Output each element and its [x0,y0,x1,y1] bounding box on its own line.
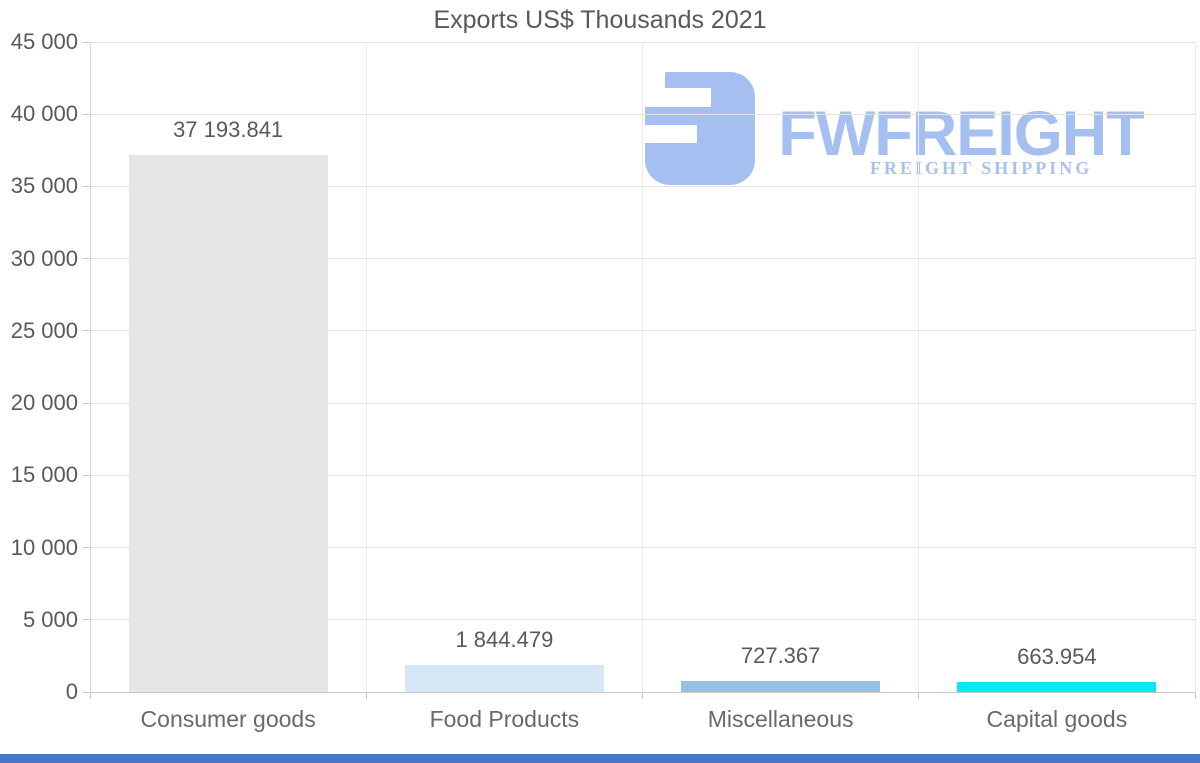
y-axis-tick [83,113,90,115]
bar-capital-goods [957,682,1157,692]
x-gridline [918,42,920,692]
value-label: 1 844.479 [455,627,554,653]
chart-title: Exports US$ Thousands 2021 [433,6,767,34]
category-label: Consumer goods [140,706,316,732]
footer-accent-bar [0,754,1200,763]
brand-tagline: FREIGHT SHIPPING [870,158,1093,178]
y-axis-label: 35 000 [10,173,78,199]
value-label: 663.954 [1017,644,1097,670]
y-axis-tick [83,619,90,621]
y-axis-label: 30 000 [10,245,78,271]
x-axis-tick [918,692,920,699]
y-axis-tick [83,402,90,404]
bar-food-products [404,665,604,692]
category-label: Food Products [429,706,580,732]
x-axis-line [90,692,1195,693]
category-label: Capital goods [986,706,1128,732]
x-axis-tick [1194,692,1196,699]
y-axis-label: 10 000 [10,534,78,560]
y-axis-tick [83,258,90,260]
y-axis-line [89,42,91,692]
bar-miscellaneous [681,681,881,692]
y-axis-tick [83,185,90,187]
y-axis-label: 40 000 [10,101,78,127]
brand-name: FWFREIGHT [778,99,1144,169]
x-gridline [642,42,643,692]
value-label: 727.367 [740,643,821,669]
x-axis-tick [642,692,643,699]
x-gridline [365,42,367,692]
y-axis-label: 45 000 [10,29,78,54]
y-axis-tick [83,330,90,332]
value-label: 37 193.841 [173,116,284,142]
logo-mark-icon [645,72,755,185]
y-axis-label: 15 000 [10,462,78,488]
y-axis-label: 25 000 [10,317,78,343]
y-axis-label: 0 [65,679,78,704]
x-axis-tick [89,692,91,699]
y-axis-label: 20 000 [10,390,78,416]
category-label: Miscellaneous [707,706,854,732]
y-axis-tick [83,474,90,476]
x-axis-tick [365,692,367,699]
y-axis-tick [83,547,90,549]
y-axis-label: 5 000 [22,606,78,632]
brand-logo: FWFREIGHT FREIGHT SHIPPING [645,70,1150,185]
plot-right-border [1194,42,1196,692]
y-axis-tick [83,41,90,43]
bar-consumer-goods [128,154,328,692]
y-axis-tick [83,691,90,693]
